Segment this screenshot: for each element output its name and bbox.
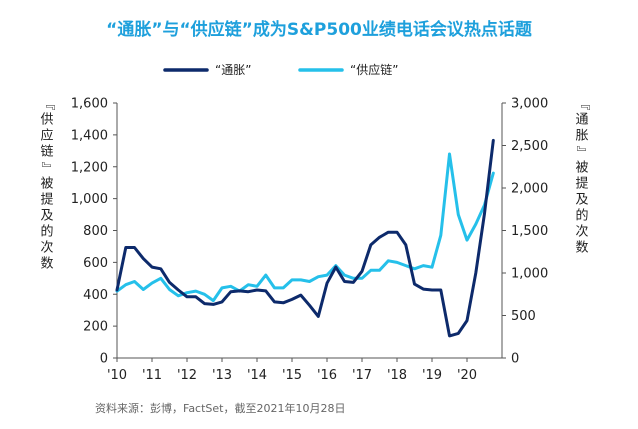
axis-label-char: 被 <box>40 177 53 192</box>
legend-label: “通胀” <box>215 63 251 77</box>
x-tick-label: '14 <box>247 368 267 383</box>
axis-label-char: 次 <box>40 240 53 256</box>
x-tick-label: '13 <box>212 368 232 383</box>
x-axis-ticks: '10 '11 '12 '13 '14 '15 '16 '17 '18 '19 '20 <box>107 358 477 383</box>
axis-label-char: 』 <box>40 161 55 174</box>
x-tick-label: '17 <box>352 368 372 383</box>
right-axis-ticks: 0 500 1,000 1,500 2,000 2,500 3,000 <box>502 97 548 367</box>
axis-label-char: 应 <box>40 128 53 144</box>
axis-label-char: 『 <box>40 97 55 110</box>
source-note: 资料来源：彭博，FactSet，截至2021年10月28日 <box>95 401 345 415</box>
series-layer <box>115 138 495 338</box>
axis-label-char: 数 <box>575 241 588 256</box>
left-tick-label: 800 <box>83 224 108 239</box>
left-tick-label: 600 <box>83 256 108 271</box>
left-axis-ticks: 0 200 400 600 800 1,000 1,200 1,400 1,600 <box>71 97 117 367</box>
right-tick-label: 1,000 <box>511 267 548 282</box>
axis-label-char: 次 <box>575 224 588 240</box>
right-tick-label: 3,000 <box>511 97 548 112</box>
left-tick-label: 400 <box>83 288 108 303</box>
legend: “通胀” “供应链” <box>163 62 398 77</box>
chart-title: “通胀”与“供应链”成为S&P500业绩电话会议热点话题 <box>106 19 533 40</box>
left-tick-label: 200 <box>83 320 108 335</box>
left-tick-label: 1,200 <box>71 160 108 175</box>
axis-label-char: 提 <box>40 192 53 208</box>
axis-label-char: 通 <box>575 113 588 128</box>
axis-label-char: 的 <box>40 224 53 240</box>
left-tick-label: 1,000 <box>71 192 108 207</box>
legend-label: “供应链” <box>350 62 398 77</box>
x-tick-label: '20 <box>457 368 477 383</box>
x-tick-label: '19 <box>422 368 442 383</box>
axis-label-char: 数 <box>40 257 53 272</box>
axis-label-char: 胀 <box>575 129 588 144</box>
right-tick-label: 2,500 <box>511 139 548 154</box>
axes <box>116 103 503 359</box>
left-tick-label: 1,400 <box>71 128 108 143</box>
right-tick-label: 500 <box>511 309 536 324</box>
series-line-supply-chain <box>115 152 495 303</box>
right-tick-label: 1,500 <box>511 224 548 239</box>
axis-label-char: 及 <box>575 193 588 208</box>
axis-label-char: 的 <box>575 208 588 224</box>
x-tick-label: '12 <box>177 368 197 383</box>
x-tick-label: '11 <box>142 368 162 383</box>
series-line-inflation <box>115 138 495 338</box>
x-tick-label: '10 <box>107 368 127 383</box>
right-tick-label: 0 <box>511 352 519 367</box>
axis-label-char: 提 <box>575 176 588 192</box>
x-tick-label: '15 <box>282 368 302 383</box>
axis-label-char: 链 <box>40 145 53 160</box>
x-tick-label: '18 <box>387 368 407 383</box>
right-tick-label: 2,000 <box>511 182 548 197</box>
axis-label-char: 及 <box>40 209 53 224</box>
x-tick-label: '16 <box>317 368 337 383</box>
axis-label-char: 『 <box>575 97 590 110</box>
axis-label-char: 被 <box>575 161 588 176</box>
axis-label-char: 供 <box>40 113 53 128</box>
left-tick-label: 0 <box>100 352 108 367</box>
left-tick-label: 1,600 <box>71 97 108 112</box>
axis-label-char: 』 <box>575 145 590 158</box>
